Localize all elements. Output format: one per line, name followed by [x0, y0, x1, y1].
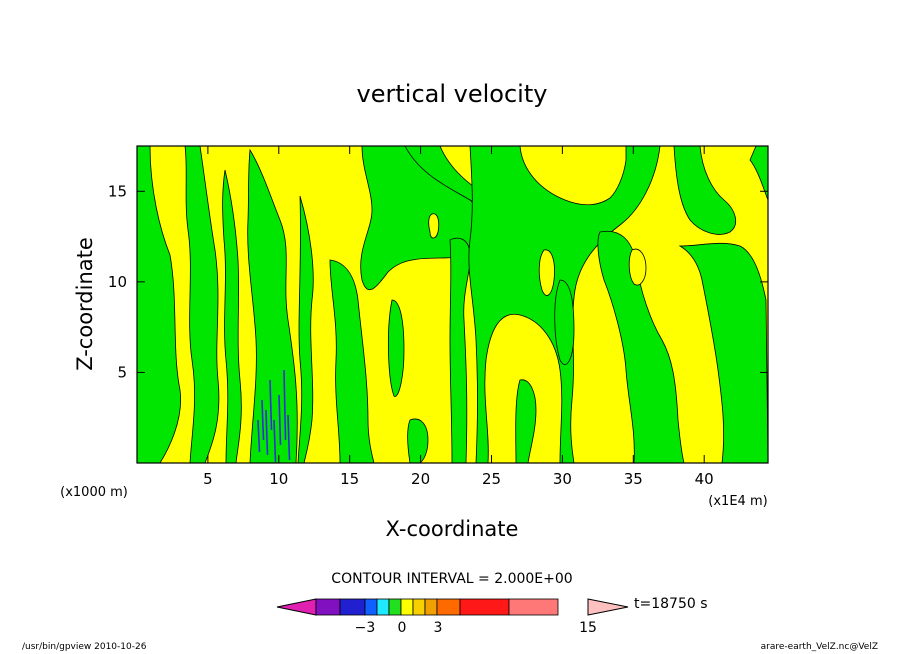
colorbar-segment-8	[424, 598, 438, 616]
negative-region-8	[387, 299, 405, 397]
negative-region-14	[673, 146, 737, 235]
y-axis: 5 10 15	[108, 182, 768, 381]
plot-frame	[136, 145, 769, 464]
colorbar-segment-5	[388, 598, 402, 616]
contour-interval-label: CONTOUR INTERVAL = 2.000E+00	[331, 571, 572, 587]
colorbar-arrow-min	[276, 598, 317, 616]
x-tick-label-10: 10	[269, 470, 288, 488]
positive-island-0	[628, 248, 647, 286]
footer-right: arare-earth_VelZ.nc@VelZ	[760, 642, 878, 652]
colorbar-segment-11	[508, 598, 559, 616]
negative-region-0	[137, 146, 182, 463]
y-axis-label: Z-coordinate	[73, 237, 97, 371]
strong-downdraft-2	[265, 409, 269, 456]
strong-downdraft-6	[283, 369, 287, 441]
colorbar-segment-2	[339, 598, 366, 616]
x-tick-label-15: 15	[340, 470, 359, 488]
negative-region-11	[554, 279, 575, 365]
colorbar-tick-label-3: 15	[579, 620, 597, 636]
colorbar-segment-10	[459, 598, 510, 616]
chart-title: vertical velocity	[357, 80, 548, 108]
y-tick-label-10: 10	[108, 273, 127, 291]
colorbar-segment-6	[400, 598, 414, 616]
colorbar-segment-3	[364, 598, 378, 616]
x-axis-label: X-coordinate	[386, 517, 519, 541]
colorbar-tick-label-1: 0	[398, 620, 407, 636]
negative-region-16	[407, 418, 429, 463]
strong-downdraft-7	[287, 414, 291, 461]
x-unit-label: (x1E4 m)	[708, 494, 767, 509]
positive-island-2	[428, 213, 440, 239]
x-axis: 5 10 15 20 25 30 35 40	[203, 146, 714, 488]
x-tick-label-5: 5	[203, 470, 213, 488]
x-tick-label-20: 20	[411, 470, 430, 488]
x-tick-label-35: 35	[624, 470, 643, 488]
negative-region-17	[515, 379, 537, 463]
colorbar-segment-1	[315, 598, 341, 616]
x-tick-label-40: 40	[695, 470, 714, 488]
strong-downdraft-4	[273, 419, 277, 463]
negative-region-13	[678, 242, 768, 463]
positive-island-1	[538, 249, 555, 296]
colorbar-segment-7	[412, 598, 426, 616]
colorbar-segment-4	[376, 598, 390, 616]
strong-downdraft-0	[257, 419, 261, 453]
strong-downdraft-1	[261, 399, 265, 441]
time-label: t=18750 s	[634, 596, 708, 612]
negative-region-4	[297, 195, 314, 463]
y-unit-label: (x1000 m)	[60, 485, 128, 500]
colorbar-segment-9	[436, 598, 461, 616]
x-tick-label-30: 30	[553, 470, 572, 488]
strong-downdraft-3	[269, 379, 273, 431]
negative-region-2	[222, 169, 242, 463]
contour-regions	[137, 146, 768, 463]
colorbar-tick-label-0: −3	[355, 620, 376, 636]
colorbar: −3 0 3 15	[276, 598, 629, 636]
footer-left: /usr/bin/gpview 2010-10-26	[22, 642, 147, 652]
colorbar-tick-label-2: 3	[434, 620, 443, 636]
colorbar-arrow-max	[587, 598, 629, 616]
y-tick-label-15: 15	[108, 182, 127, 200]
negative-region-15	[749, 146, 768, 201]
x-tick-label-25: 25	[482, 470, 501, 488]
negative-region-5	[329, 259, 375, 463]
strong-downdraft-5	[278, 394, 282, 446]
negative-region-1	[184, 146, 220, 463]
y-tick-label-5: 5	[117, 363, 127, 381]
plot-area	[136, 145, 769, 464]
